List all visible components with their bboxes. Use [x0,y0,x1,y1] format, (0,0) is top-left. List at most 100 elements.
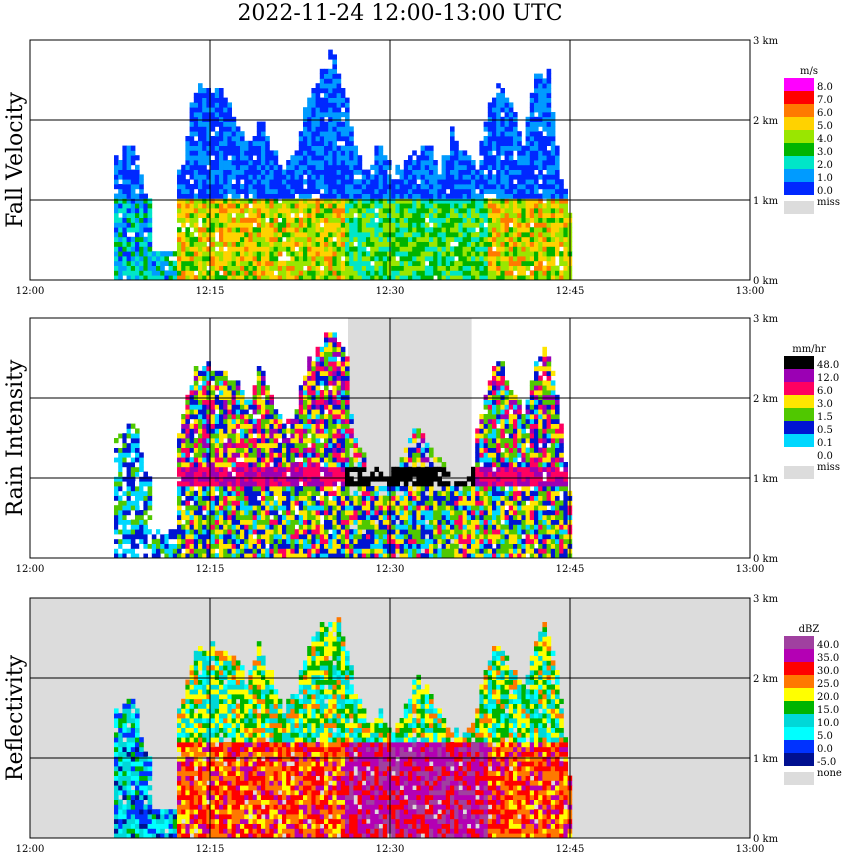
echo-cells [114,617,573,839]
colorbar-missing-label: miss [817,462,840,473]
colorbar-swatch [784,356,814,369]
colorbar-swatch [784,143,814,156]
colorbar-swatch [784,408,814,421]
x-tick-label: 12:15 [196,564,225,575]
colorbar-level-label: 0.0 [817,744,833,755]
colorbar-missing-swatch [784,772,814,785]
colorbar-level-label: 20.0 [817,692,839,703]
panel-svg: Reflectivity 12:00 12:15 12:30 12:45 13:000 k… [3,594,842,855]
x-tick-label: 12:30 [376,844,405,855]
plot-frame [29,597,751,839]
colorbar-level-label: 5.0 [817,121,833,132]
colorbar-unit: m/s [800,66,818,77]
fall-velocity-panel: Fall Velocity 12:00 12:15 12:30 12:45 13:00 0 … [0,28,850,308]
y-tick-label: 3 km [753,36,779,47]
colorbar-level-label: 15.0 [817,705,839,716]
colorbar-swatch [784,649,814,662]
x-tick-label: 12:45 [556,844,585,855]
x-tick-label: 12:00 [16,286,45,297]
y-tick-label: 0 km [753,276,779,287]
colorbar-swatch [784,727,814,740]
colorbar-level-label: 30.0 [817,666,839,677]
colorbar-swatch [784,104,814,117]
colorbar: dBZ 40.0 35.0 30.0 25.0 20.0 15.0 10.0 5.0 0.0 -5.… [784,624,842,785]
x-tick-label: 13:00 [736,844,765,855]
colorbar-missing-label: none [817,768,842,779]
echo-cells [114,332,573,559]
panel-svg: Rain Intensity 12:00 12:15 12:30 12:45 13:00 0… [3,314,840,575]
colorbar-level-label: 12.0 [817,373,839,384]
x-tick-label: 13:00 [736,564,765,575]
y-axis-label: Fall Velocity [3,92,28,228]
colorbar-swatch [784,421,814,434]
colorbar-swatch [784,688,814,701]
colorbar-level-label: 1.0 [817,173,833,184]
colorbar-level-label: 0.1 [817,438,833,449]
colorbar-level-label: 6.0 [817,108,833,119]
colorbar-level-label: 1.5 [817,412,833,423]
colorbar-level-label: 6.0 [817,386,833,397]
colorbar-swatch [784,169,814,182]
colorbar-swatch [784,675,814,688]
x-tick-label: 12:00 [16,564,45,575]
colorbar-level-label: 3.0 [817,147,833,158]
colorbar-swatch [784,156,814,169]
y-tick-label: 3 km [753,314,779,325]
x-tick-label: 12:45 [556,564,585,575]
x-tick-label: 12:15 [196,286,225,297]
colorbar-missing-swatch [784,201,814,214]
echo-cells [114,49,573,281]
colorbar-swatch [784,714,814,727]
colorbar-swatch [784,78,814,91]
colorbar-missing-label: miss [817,197,840,208]
y-axis-label: Reflectivity [3,654,28,781]
colorbar-swatch [784,182,814,195]
panel-svg: Fall Velocity 12:00 12:15 12:30 12:45 13:000 … [3,36,840,297]
colorbar-level-label: 3.0 [817,399,833,410]
colorbar-level-label: 5.0 [817,731,833,742]
colorbar-swatch [784,382,814,395]
colorbar-swatch [784,91,814,104]
colorbar-swatch [784,369,814,382]
y-tick-label: 2 km [753,394,779,405]
x-tick-label: 12:15 [196,844,225,855]
colorbar-swatch [784,701,814,714]
colorbar-level-label: 10.0 [817,718,839,729]
colorbar-level-label: 35.0 [817,653,839,664]
chart-title: 2022-11-24 12:00-13:00 UTC [237,1,563,26]
x-tick-label: 12:45 [556,286,585,297]
y-tick-label: 2 km [753,116,779,127]
x-tick-label: 12:30 [376,286,405,297]
colorbar-unit: mm/hr [792,344,826,355]
x-tick-label: 12:30 [376,564,405,575]
colorbar-level-label: 48.0 [817,360,839,371]
colorbar-level-label: 2.0 [817,160,833,171]
colorbar-swatch [784,753,814,766]
y-tick-label: 1 km [753,754,779,765]
rain-intensity-panel: Rain Intensity 12:00 12:15 12:30 12:45 13:00 0… [0,306,850,586]
y-axis-label: Rain Intensity [3,359,28,516]
colorbar-swatch [784,395,814,408]
y-tick-label: 0 km [753,834,779,845]
colorbar-swatch [784,636,814,649]
y-tick-label: 2 km [753,674,779,685]
colorbar-missing-swatch [784,466,814,479]
colorbar-level-label: 8.0 [817,82,833,93]
colorbar-level-label: 40.0 [817,640,839,651]
y-tick-label: 1 km [753,196,779,207]
colorbar-swatch [784,434,814,447]
plot-frame [29,39,751,281]
colorbar-level-label: 0.5 [817,425,833,436]
colorbar-level-label: -5.0 [817,757,836,768]
colorbar-swatch [784,447,814,460]
colorbar-swatch [784,662,814,675]
colorbar-swatch [784,740,814,753]
y-tick-label: 3 km [753,594,779,605]
x-tick-label: 13:00 [736,286,765,297]
colorbar-unit: dBZ [799,624,820,635]
colorbar-swatch [784,130,814,143]
colorbar-level-label: 25.0 [817,679,839,690]
colorbar-level-label: 0.0 [817,451,833,462]
